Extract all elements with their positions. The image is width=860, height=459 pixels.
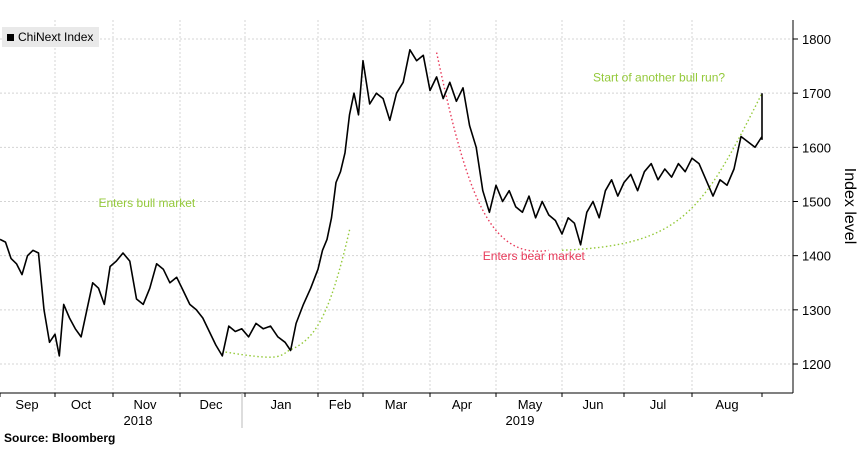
y-tick-label: 1400 [802,249,831,264]
series-line-chinext [0,49,763,357]
x-tick-label: Mar [385,397,408,412]
x-tick-label: Apr [452,397,473,412]
x-tick-labels: Sep Oct Nov Dec Jan Feb Mar Apr May Jun Jul Aug 2018… [0,393,763,428]
y-tick-label: 1600 [802,140,831,155]
x-tick-label: Jul [650,397,667,412]
x-tick-label: Feb [329,397,351,412]
x-tick-label: Sep [15,397,38,412]
axes [0,20,794,428]
annotation-curves [225,52,763,358]
x-tick-label: Aug [715,397,738,412]
annotation-labels: Enters bull market Enters bear market Star… [99,70,726,263]
y-tick-label: 1700 [802,86,831,101]
y-tick-labels: 1200 1300 1400 1500 1600 1700 1800 [793,32,831,372]
annotation-curve [435,52,549,252]
legend-label: ChiNext Index [18,30,94,44]
year-label: 2019 [506,413,535,428]
y-axis-title: Index level [841,168,858,245]
y-tick-label: 1300 [802,303,831,318]
annotation-curve [225,227,351,358]
x-tick-label: Oct [71,397,92,412]
x-tick-label: May [518,397,543,412]
legend-swatch [7,33,14,41]
year-label: 2018 [124,413,153,428]
x-tick-label: Dec [199,397,223,412]
x-tick-label: Jun [583,397,604,412]
source-note: Source: Bloomberg [4,431,116,445]
x-tick-label: Nov [133,397,157,412]
x-tick-label: Jan [271,397,292,412]
y-tick-label: 1200 [802,357,831,372]
annotation-label: Enters bull market [99,196,196,210]
y-tick-label: 1500 [802,195,831,210]
annotation-label: Enters bear market [483,249,586,263]
y-tick-label: 1800 [802,32,831,47]
annotation-label: Start of another bull run? [593,70,725,84]
legend: ChiNext Index [2,27,100,47]
